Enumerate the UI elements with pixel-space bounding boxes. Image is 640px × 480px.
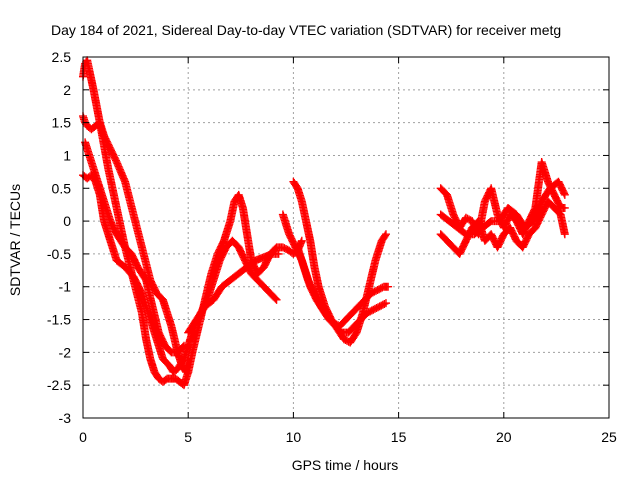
data-series-track-a: [79, 56, 193, 390]
y-tick-label: 1.5: [52, 115, 72, 131]
x-tick-label: 5: [184, 429, 192, 445]
y-tick-label: 0.5: [52, 180, 72, 196]
data-point: [384, 282, 393, 291]
y-tick-label: -2: [59, 344, 72, 360]
data-point: [560, 230, 569, 239]
y-tick-label: 2.5: [52, 49, 72, 65]
y-tick-label: 1: [63, 147, 71, 163]
y-tick-label: -0.5: [47, 246, 71, 262]
data-point: [560, 203, 569, 212]
chart-title: Day 184 of 2021, Sidereal Day-to-day VTE…: [51, 22, 561, 38]
plot-frame: [82, 56, 610, 419]
data-point: [560, 189, 569, 198]
data-point: [272, 295, 281, 304]
data-series-track-d: [81, 138, 188, 357]
axis-ticks: [82, 56, 610, 419]
data-point: [297, 236, 306, 245]
y-tick-label: 0: [63, 213, 71, 229]
data-point: [381, 230, 390, 239]
data-points: [79, 56, 569, 390]
y-tick-label: -1: [59, 279, 72, 295]
data-point: [274, 249, 283, 258]
data-series-track-l: [436, 197, 569, 258]
data-point: [381, 299, 390, 308]
x-tick-label: 10: [286, 429, 302, 445]
data-series-track-g: [184, 249, 283, 337]
x-tick-label: 25: [601, 429, 617, 445]
y-tick-label: -2.5: [47, 377, 71, 393]
y-tick-label: -1.5: [47, 312, 71, 328]
data-point: [380, 299, 389, 308]
y-tick-label: -3: [59, 410, 72, 426]
data-point: [178, 342, 187, 351]
data-point: [271, 294, 280, 303]
x-tick-label: 0: [79, 429, 87, 445]
x-tick-label: 15: [391, 429, 407, 445]
y-tick-label: 2: [63, 82, 71, 98]
x-tick-label: 20: [496, 429, 512, 445]
tick-labels: 0 5 10 15 20 25 -3 -2.5 -2 -1.5 -1 -0.5 0 0.5 1 1.5 2 2.5: [47, 49, 617, 445]
data-series-track-m: [436, 177, 569, 239]
data-point: [381, 231, 390, 240]
y-axis-label: SDTVAR / TECUs: [7, 184, 23, 296]
x-axis-label: GPS time / hours: [292, 457, 399, 473]
data-point: [560, 190, 569, 199]
data-series-track-j: [293, 243, 390, 337]
